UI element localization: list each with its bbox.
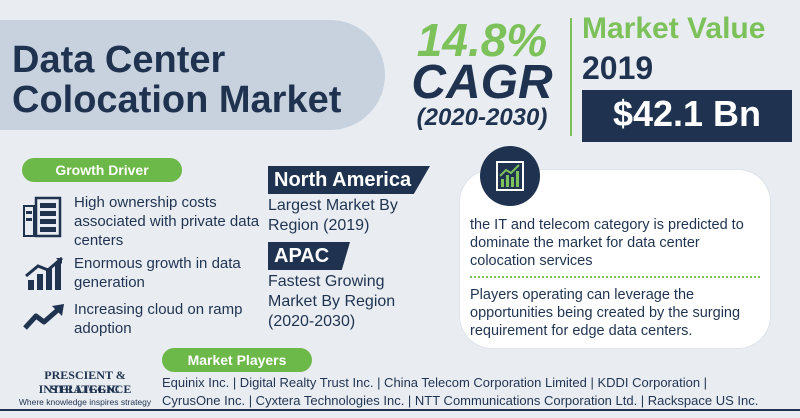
trend-up-icon	[22, 302, 66, 342]
driver-text-1: High ownership costs associated with pri…	[74, 194, 260, 249]
region-desc-north-america: Largest Market By Region (2019)	[268, 197, 398, 234]
market-players-list: Equinix Inc. | Digital Realty Trust Inc.…	[162, 374, 792, 410]
market-players-heading: Market Players	[162, 348, 312, 372]
card-text-1: the IT and telecom category is predicted…	[470, 217, 744, 269]
driver-text-3: Increasing cloud on ramp adoption	[74, 301, 243, 337]
title-background	[0, 20, 385, 130]
growth-driver-heading: Growth Driver	[22, 158, 182, 182]
card-divider	[470, 276, 760, 278]
driver-text-2: Enormous growth in data generation	[74, 255, 241, 291]
players-line-1: Equinix Inc. | Digital Realty Trust Inc.…	[162, 375, 708, 390]
cagr-percent: 14.8%	[416, 14, 548, 66]
market-value-label: Market Value	[582, 12, 766, 45]
growth-chart-icon	[480, 146, 540, 206]
region-tag-apac: APAC	[268, 242, 350, 270]
market-value-amount: $42.1 Bn	[612, 93, 762, 134]
title-line-2: Colocation Market	[12, 79, 342, 121]
server-icon	[20, 196, 64, 238]
bottom-rule	[0, 409, 800, 411]
cagr-label: CAGR	[411, 56, 553, 109]
title-line-1: Data Center	[12, 39, 226, 81]
bar-growth-icon	[24, 256, 68, 296]
card-text-2: Players operating can leverage the oppor…	[470, 287, 741, 339]
cagr-years: (2020-2030)	[416, 104, 548, 131]
logo-line-1: PRESCIENT & STRATEGIC	[44, 368, 126, 396]
region-desc-apac: Fastest Growing Market By Region (2020-2…	[268, 273, 396, 330]
page-title: Data Center Colocation Market	[12, 40, 382, 120]
market-value-year: 2019	[582, 50, 654, 86]
vertical-divider	[570, 18, 572, 136]
logo-tagline: Where knowledge inspires strategy	[18, 397, 152, 407]
region-tag-north-america: North America	[268, 166, 430, 194]
logo-line-2: INTELLIGENCE	[38, 382, 132, 396]
market-value-box	[582, 90, 792, 142]
players-line-2: CyrusOne Inc. | Cyxtera Technologies Inc…	[162, 393, 759, 408]
